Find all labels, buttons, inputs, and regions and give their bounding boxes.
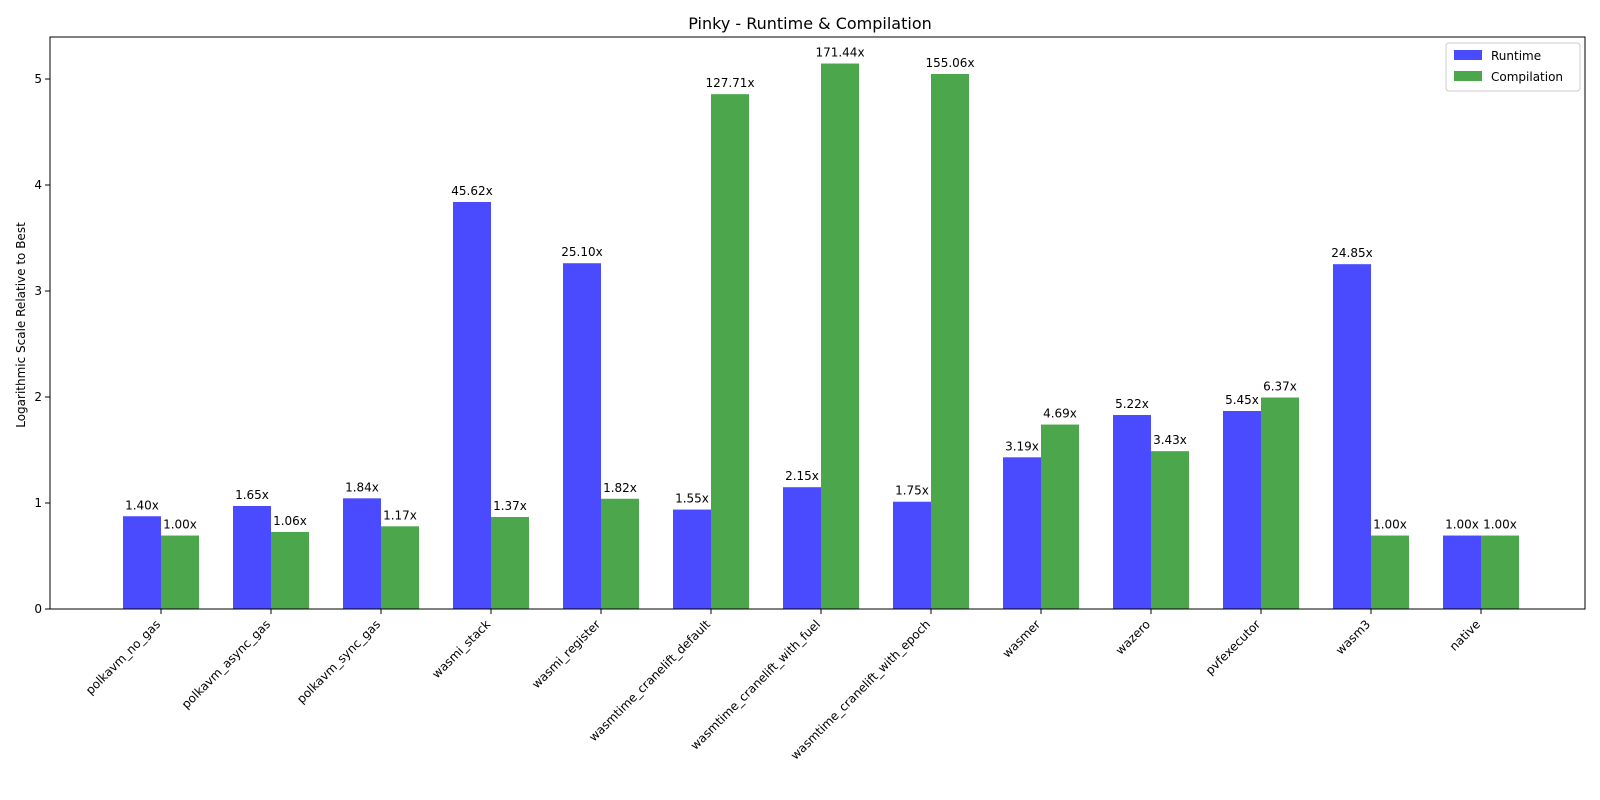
bar-runtime — [783, 487, 821, 609]
y-tick-label: 1 — [34, 496, 42, 510]
bar-compilation — [271, 531, 309, 609]
bar-runtime — [893, 501, 931, 609]
bar-compilation — [1371, 535, 1409, 609]
x-tick-label: wasmtime_cranelift_with_fuel — [688, 617, 823, 752]
y-tick-label: 5 — [34, 72, 42, 86]
bar-label: 1.37x — [493, 499, 527, 513]
legend-label: Compilation — [1491, 70, 1563, 84]
bar-label: 1.00x — [1445, 518, 1479, 532]
bar-label: 24.85x — [1331, 246, 1372, 260]
bar-runtime — [123, 516, 161, 609]
bar-label: 1.55x — [675, 492, 709, 506]
bar-compilation — [381, 526, 419, 609]
bar-label: 1.00x — [1483, 518, 1517, 532]
x-tick-label: wasm3 — [1333, 617, 1373, 657]
bar-compilation — [1041, 424, 1079, 609]
y-tick-label: 2 — [34, 390, 42, 404]
bar-runtime — [233, 505, 271, 609]
bar-runtime — [1113, 415, 1151, 609]
bar-runtime — [1443, 535, 1481, 609]
bar-compilation — [601, 498, 639, 609]
y-tick-label: 3 — [34, 284, 42, 298]
bar-label: 1.75x — [895, 484, 929, 498]
bar-label: 1.84x — [345, 480, 379, 494]
bar-runtime — [563, 263, 601, 609]
bar-label: 6.37x — [1263, 380, 1297, 394]
bar-label: 1.82x — [603, 481, 637, 495]
bar-runtime — [1003, 457, 1041, 609]
bar-compilation — [711, 94, 749, 609]
plot-frame — [49, 36, 1586, 610]
bar-label: 1.00x — [163, 518, 197, 532]
bar-label: 1.00x — [1373, 518, 1407, 532]
bar-compilation — [1481, 535, 1519, 609]
x-tick-label: wasmer — [1000, 617, 1043, 660]
x-tick-label: native — [1447, 617, 1483, 653]
x-tick-label: polkavm_sync_gas — [294, 617, 383, 706]
x-tick-label: wasmi_stack — [429, 617, 493, 681]
bar-label: 5.45x — [1225, 393, 1259, 407]
bar-runtime — [673, 509, 711, 609]
bar-runtime — [1333, 264, 1371, 609]
bar-label: 25.10x — [561, 245, 602, 259]
bar-runtime — [343, 498, 381, 609]
bar-label: 1.06x — [273, 514, 307, 528]
bar-compilation — [161, 535, 199, 609]
bar-compilation — [821, 63, 859, 610]
bar-label: 3.19x — [1005, 439, 1039, 453]
bar-compilation — [1151, 451, 1189, 609]
y-tick-label: 0 — [34, 602, 42, 616]
bar-label: 1.65x — [235, 488, 269, 502]
bar-label: 5.22x — [1115, 397, 1149, 411]
bar-label: 155.06x — [925, 56, 974, 70]
x-tick-label: polkavm_no_gas — [83, 617, 163, 697]
chart-title: Pinky - Runtime & Compilation — [688, 14, 932, 33]
bar-compilation — [931, 74, 969, 609]
x-tick-label: wazero — [1113, 617, 1153, 657]
bar-runtime — [453, 201, 491, 609]
bar-label: 45.62x — [451, 184, 492, 198]
bar-label: 1.17x — [383, 508, 417, 522]
bar-runtime — [1223, 410, 1261, 609]
x-tick-label: polkavm_async_gas — [179, 617, 273, 711]
bar-label: 3.43x — [1153, 433, 1187, 447]
bar-compilation — [491, 516, 529, 609]
bar-compilation — [1261, 397, 1299, 609]
legend-swatch — [1454, 50, 1482, 60]
bar-label: 1.40x — [125, 498, 159, 512]
bar-label: 171.44x — [815, 46, 864, 60]
bar-label: 127.71x — [705, 76, 754, 90]
legend-label: Runtime — [1491, 49, 1541, 63]
bar-label: 2.15x — [785, 469, 819, 483]
bar-label: 4.69x — [1043, 407, 1077, 421]
y-tick-label: 4 — [34, 178, 42, 192]
x-tick-label: pvfexecutor — [1203, 617, 1263, 677]
plot-area: 0 1 2 3 4 5 1.40x 1.00x polkavm_no_gas 1.65x 1.06x… — [34, 46, 1519, 763]
legend: Runtime Compilation — [1445, 42, 1581, 92]
y-axis-label: Logarithmic Scale Relative to Best — [14, 222, 28, 428]
legend-swatch — [1454, 71, 1482, 81]
x-tick-label: wasmi_register — [529, 617, 603, 691]
x-tick-label: wasmtime_cranelift_default — [586, 617, 713, 744]
